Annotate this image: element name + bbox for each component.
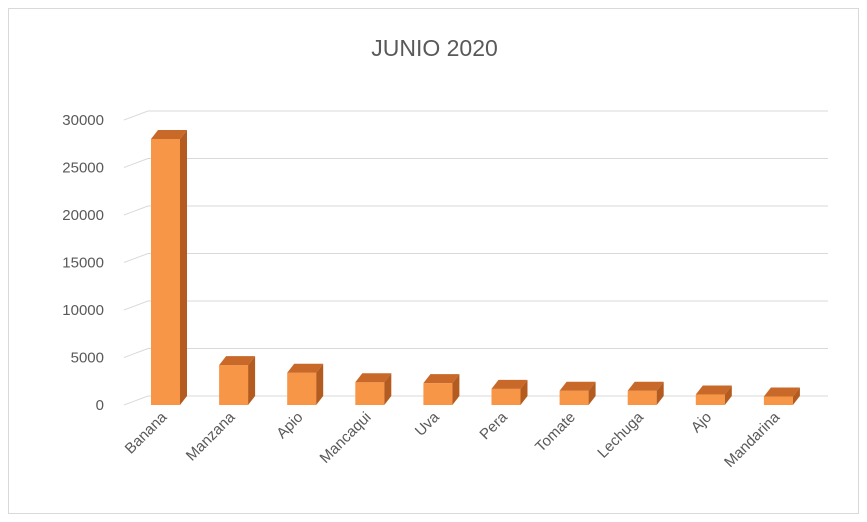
bar-top — [287, 363, 324, 373]
x-axis-ticks: Banana Manzana Apio Mancaqui Uva Pera Tomate Le… — [122, 408, 784, 471]
bar-top — [423, 374, 460, 384]
bar-side — [792, 387, 800, 405]
bars — [151, 130, 800, 405]
bar-front — [695, 394, 725, 405]
bar-front — [219, 365, 249, 405]
y-tick-label: 25000 — [62, 160, 104, 177]
bar-front — [627, 390, 657, 405]
y-tick-label: 20000 — [62, 207, 104, 224]
bar — [151, 130, 187, 405]
bar-side — [384, 373, 392, 405]
bar-front — [355, 382, 385, 405]
y-tick-label: 5000 — [71, 350, 104, 367]
bar-front — [423, 383, 453, 405]
bar-side — [588, 381, 596, 405]
bar-side — [656, 381, 664, 405]
gridline-depth — [123, 110, 149, 121]
x-tick-label: Lechuga — [594, 408, 647, 461]
x-tick-label: Manzana — [183, 408, 239, 464]
bar-side — [724, 385, 732, 405]
bar — [355, 373, 392, 405]
gridline-depth — [123, 300, 149, 311]
y-tick-label: 10000 — [62, 302, 104, 319]
y-tick-label: 0 — [96, 397, 104, 414]
bar-side — [452, 374, 460, 405]
bar-top — [151, 130, 187, 139]
bar-side — [248, 356, 256, 405]
bar-top — [695, 385, 732, 395]
bar-top — [559, 381, 596, 391]
x-tick-label: Ajo — [688, 409, 715, 436]
bar-top — [355, 373, 392, 383]
chart-area: JUNIO 2020 — [8, 8, 859, 514]
bar — [219, 356, 256, 405]
gridlines — [123, 110, 828, 406]
gridline-depth — [123, 158, 149, 168]
x-tick-label: Mancaqui — [317, 409, 375, 467]
bar — [763, 387, 800, 405]
bar-top — [491, 379, 528, 389]
x-tick-label: Banana — [122, 408, 171, 457]
bar-side — [180, 130, 187, 405]
bar-top — [763, 387, 800, 397]
y-tick-label: 30000 — [62, 112, 104, 129]
gridline-depth — [123, 205, 149, 216]
x-tick-label: Uva — [412, 408, 443, 439]
bar — [423, 374, 460, 405]
bar — [695, 385, 732, 405]
bar-top — [627, 381, 664, 391]
bar-front — [763, 396, 793, 405]
bar-side — [316, 363, 324, 405]
y-axis-ticks: 0 5000 10000 15000 20000 25000 30000 — [62, 112, 104, 414]
gridline-depth — [123, 253, 149, 263]
bar — [559, 381, 596, 405]
bar-front — [151, 139, 180, 405]
bar — [491, 379, 528, 405]
y-tick-label: 15000 — [62, 255, 104, 272]
x-tick-label: Tomate — [532, 409, 579, 456]
x-tick-label: Apio — [273, 409, 306, 442]
bar-front — [287, 372, 317, 405]
bar — [287, 363, 324, 405]
bar-top — [219, 356, 256, 366]
bar-front — [559, 390, 589, 405]
bar-side — [520, 379, 528, 405]
gridline-depth — [123, 348, 149, 358]
bar-front — [491, 388, 521, 405]
x-tick-label: Pera — [476, 408, 511, 443]
bar — [627, 381, 664, 405]
chart-title: JUNIO 2020 — [371, 35, 498, 61]
gridline-depth — [123, 395, 149, 406]
x-tick-label: Mandarina — [721, 408, 784, 471]
